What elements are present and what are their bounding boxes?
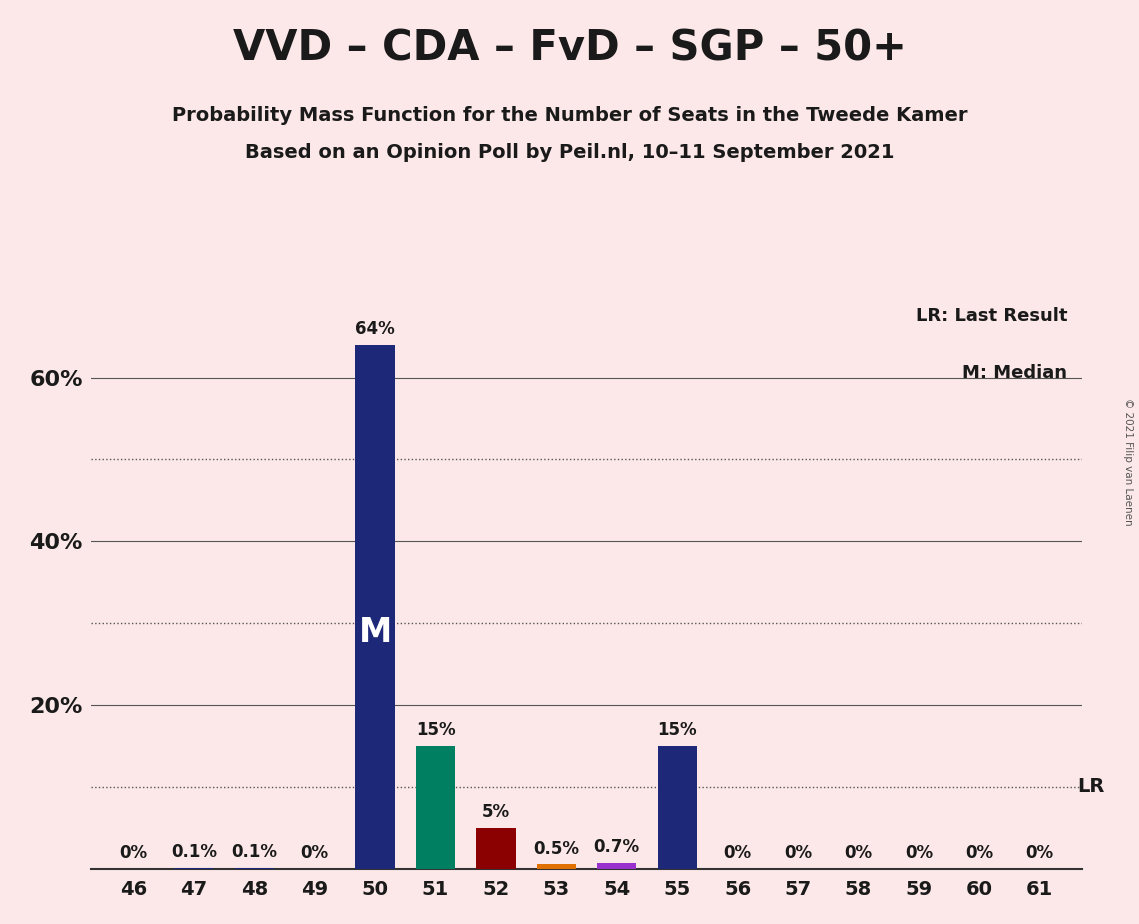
Text: 0%: 0% <box>1026 844 1054 862</box>
Bar <box>657 746 697 869</box>
Text: 0%: 0% <box>965 844 993 862</box>
Text: M: Median: M: Median <box>962 364 1067 383</box>
Text: © 2021 Filip van Laenen: © 2021 Filip van Laenen <box>1123 398 1133 526</box>
Text: M: M <box>359 616 392 650</box>
Text: VVD – CDA – FvD – SGP – 50+: VVD – CDA – FvD – SGP – 50+ <box>232 28 907 69</box>
Text: 0.7%: 0.7% <box>593 838 640 857</box>
Text: 0%: 0% <box>904 844 933 862</box>
Text: 5%: 5% <box>482 803 510 821</box>
Text: 64%: 64% <box>355 321 395 338</box>
Text: 0%: 0% <box>723 844 752 862</box>
Text: 0%: 0% <box>784 844 812 862</box>
Text: 15%: 15% <box>657 722 697 739</box>
Bar <box>597 863 637 869</box>
Text: LR: LR <box>1077 777 1105 796</box>
Bar <box>416 746 456 869</box>
Text: 0.1%: 0.1% <box>171 844 216 861</box>
Bar <box>536 865 576 869</box>
Text: 0%: 0% <box>120 844 147 862</box>
Text: 0.1%: 0.1% <box>231 844 277 861</box>
Text: LR: Last Result: LR: Last Result <box>916 307 1067 325</box>
Text: 0%: 0% <box>301 844 329 862</box>
Text: 15%: 15% <box>416 722 456 739</box>
Text: Probability Mass Function for the Number of Seats in the Tweede Kamer: Probability Mass Function for the Number… <box>172 106 967 126</box>
Text: 0%: 0% <box>844 844 872 862</box>
Text: 0.5%: 0.5% <box>533 840 580 857</box>
Bar <box>476 828 516 869</box>
Bar <box>355 345 395 869</box>
Text: Based on an Opinion Poll by Peil.nl, 10–11 September 2021: Based on an Opinion Poll by Peil.nl, 10–… <box>245 143 894 163</box>
